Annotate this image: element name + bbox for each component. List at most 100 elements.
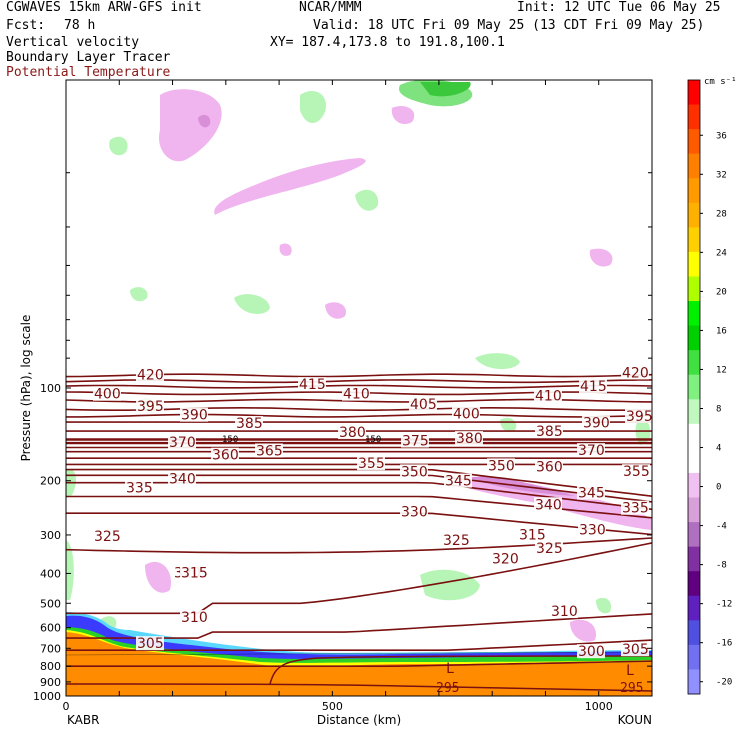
colorbar-swatch-6 xyxy=(688,227,700,253)
theta-label-380-0: 380 xyxy=(339,425,366,441)
colorbar-label-28: 28 xyxy=(716,209,727,219)
colorbar-swatch-8 xyxy=(688,276,700,302)
theta-295-line xyxy=(66,683,652,692)
theta-label-340-0: 340 xyxy=(169,471,196,487)
theta-label-bg xyxy=(452,406,480,421)
y-tick-label-500: 500 xyxy=(40,597,61,610)
theta-label-415-1: 415 xyxy=(580,379,607,395)
theta-label-375-0: 375 xyxy=(402,434,429,450)
theta-label-bg xyxy=(342,386,370,401)
colorbar-swatch-18 xyxy=(688,522,700,548)
colorbar-swatch-13 xyxy=(688,399,700,425)
colorbar-swatch-4 xyxy=(688,178,700,204)
vertical-velocity-shading xyxy=(66,80,652,642)
theta-label-330-0: 330 xyxy=(401,504,428,520)
theta-label-410-1: 410 xyxy=(535,389,562,405)
colorbar-swatch-14 xyxy=(688,423,700,449)
theta-label-345-1: 345 xyxy=(578,486,605,502)
colorbar-label-4: 4 xyxy=(716,444,721,454)
theta-contour-410 xyxy=(66,384,652,389)
theta-label-bg xyxy=(577,443,605,458)
theta-label-bg xyxy=(211,447,239,462)
theta-label-bg xyxy=(298,377,326,392)
colorbar-swatch-19 xyxy=(688,546,700,572)
theta-label-390-1: 390 xyxy=(583,416,610,432)
terrain xyxy=(66,632,652,696)
theta-label-bg xyxy=(535,459,563,474)
theta-label-325-1: 325 xyxy=(443,533,470,549)
y-tick-label-1000: 1000 xyxy=(33,690,61,703)
theta-label-385-0: 385 xyxy=(236,416,263,432)
theta-label-bg xyxy=(621,500,649,515)
low-marker-right: L xyxy=(626,663,634,679)
w-region-25 xyxy=(500,417,517,432)
theta-label-bg xyxy=(579,379,607,394)
theta-label-bg xyxy=(550,604,578,619)
theta-label-bg xyxy=(534,497,562,512)
colorbar-swatch-11 xyxy=(688,350,700,376)
colorbar-label-0: 0 xyxy=(716,483,721,493)
theta-label-bg xyxy=(535,424,563,439)
theta-label-bg xyxy=(357,456,385,471)
colorbar-label-12: 12 xyxy=(716,365,727,375)
colorbar-label--12: -12 xyxy=(716,600,732,610)
theta-label-405-0: 405 xyxy=(410,397,437,413)
theta-label-bg xyxy=(534,388,562,403)
model-title: CGWAVES 15km ARW-GFS init xyxy=(6,0,202,15)
theta-contour-315 xyxy=(66,542,652,615)
theta-contour-325 xyxy=(66,512,652,536)
theta-label-355-0: 355 xyxy=(358,456,385,472)
w-region-14 xyxy=(589,248,613,267)
colorbar-swatch-5 xyxy=(688,202,700,228)
theta-label-355-1: 355 xyxy=(623,464,650,480)
theta-label-bg xyxy=(621,642,649,657)
theta-label-305-1: 305 xyxy=(622,642,649,658)
theta-contour-340 xyxy=(66,474,652,503)
w-region-20 xyxy=(570,619,596,642)
theta-label-415-0: 415 xyxy=(299,377,326,393)
theta-label-bg xyxy=(455,431,483,446)
w-region-10 xyxy=(325,302,346,319)
left-endpoint-label: KABR xyxy=(67,713,99,727)
w-region-3 xyxy=(300,91,326,124)
w-region-21 xyxy=(596,597,612,614)
theta-label-360-0: 360 xyxy=(212,448,239,464)
colorbar-label-24: 24 xyxy=(716,248,727,258)
theta-label-bg xyxy=(621,365,649,380)
theta-label-bg xyxy=(622,464,650,479)
theta-label-330-1: 330 xyxy=(579,522,606,538)
theta-label-395-0: 395 xyxy=(137,399,164,415)
colorbar-swatch-12 xyxy=(688,374,700,400)
w-region-11 xyxy=(475,353,520,370)
colorbar: cm s⁻¹ 36 32 28 24 20 16 12 8 4 0 -4 -8 -12 -16 -20 xyxy=(687,77,737,695)
field-vertical-velocity: Vertical velocity xyxy=(6,35,140,50)
theta-label-360-1: 360 xyxy=(536,460,563,476)
theta-contour-390 xyxy=(66,413,652,418)
colorbar-swatch-3 xyxy=(688,153,700,179)
colorbar-swatch-24 xyxy=(688,669,700,695)
theta-label-390-0: 390 xyxy=(181,408,208,424)
w-region-18 xyxy=(145,561,171,593)
theta-label-bg xyxy=(401,433,429,448)
y-tick-label-800: 800 xyxy=(40,660,61,673)
theta-label-325-2: 325 xyxy=(536,541,563,557)
w-region-0 xyxy=(214,158,366,215)
theta-label-bg xyxy=(400,504,428,519)
theta-label-400-0: 400 xyxy=(94,387,121,403)
theta-label-350-0: 350 xyxy=(401,464,428,480)
theta-contour-300 xyxy=(66,660,652,667)
y-tick-label-700: 700 xyxy=(40,642,61,655)
forecast-label: Fcst: xyxy=(6,18,46,33)
x-tick-label-0: 0 xyxy=(63,700,70,713)
theta-label-bg xyxy=(93,386,121,401)
theta-label-310-0: 310 xyxy=(181,610,208,626)
w-region-8 xyxy=(234,294,270,314)
theta-label-bg xyxy=(577,644,605,659)
w-region-13 xyxy=(279,243,292,256)
w-region-12 xyxy=(391,105,415,125)
theta-label-315-1: 315 xyxy=(519,527,546,543)
colorbar-frame xyxy=(687,79,701,695)
theta-label-335-1: 335 xyxy=(622,501,649,517)
colorbar-swatch-7 xyxy=(688,251,700,277)
